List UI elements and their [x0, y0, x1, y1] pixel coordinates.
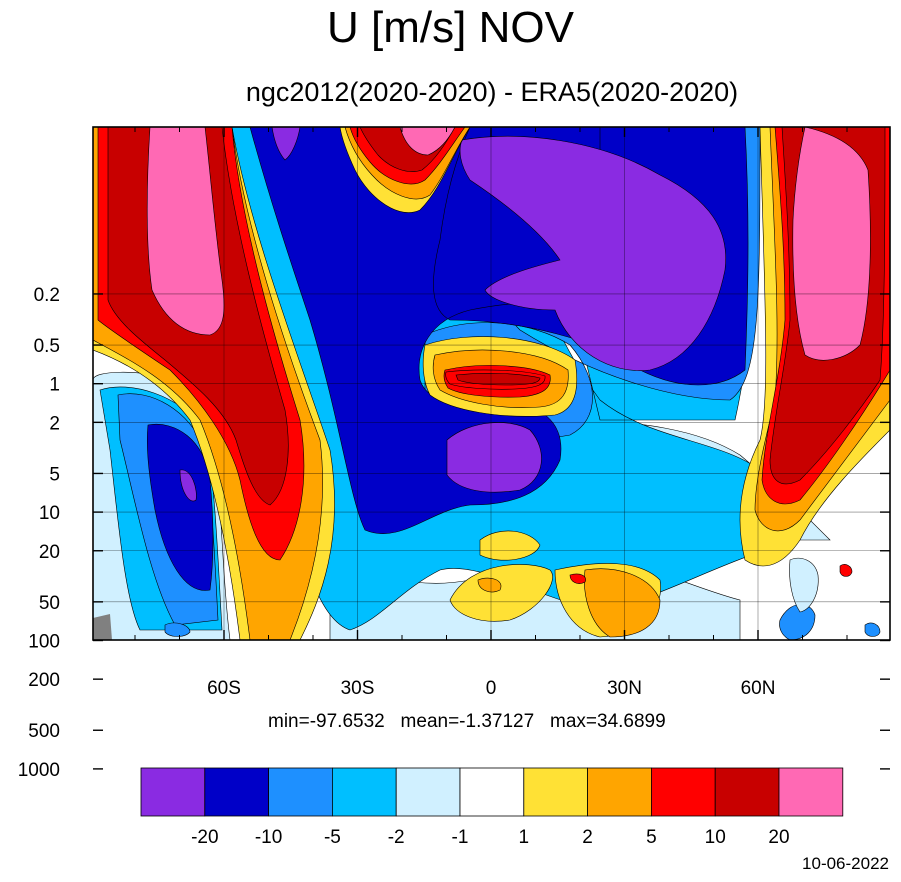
y-tick-label: 200 — [28, 670, 60, 691]
colorbar-swatch — [459, 767, 525, 817]
y-tick-label: 1 — [49, 375, 60, 396]
colorbar-label: 20 — [768, 827, 789, 848]
x-tick-label: 60N — [741, 678, 776, 699]
colorbar-label: 10 — [705, 827, 726, 848]
y-tick-label: 2 — [49, 413, 60, 434]
colorbar-swatch — [268, 767, 333, 817]
colorbar-swatch — [140, 767, 206, 817]
x-tick-label: 30S — [341, 678, 375, 699]
colorbar-swatch — [714, 767, 780, 817]
y-tick-label: 20 — [39, 542, 60, 563]
colorbar-swatch — [778, 767, 844, 817]
colorbar-label: -20 — [191, 827, 218, 848]
contour-fill-pos5 — [97, 127, 890, 561]
chart-title: U [m/s] NOV — [327, 3, 574, 52]
colorbar-label: -10 — [255, 827, 282, 848]
stats-line: min=-97.6532 mean=-1.37127 max=34.6899 — [268, 711, 666, 732]
x-tick-label: 0 — [486, 678, 497, 699]
y-tick-label: 50 — [39, 593, 60, 614]
y-tick-label: 0.5 — [34, 336, 60, 357]
colorbar-label: -5 — [324, 827, 341, 848]
contour-fill-pos20 — [146, 127, 871, 361]
colorbar-swatch — [523, 767, 588, 817]
contour-fill-pos10-eq — [455, 373, 541, 386]
colorbar-label: 5 — [646, 827, 657, 848]
colorbar-swatch — [331, 767, 397, 817]
colorbar-label: 2 — [582, 827, 593, 848]
grid-lines — [93, 127, 890, 640]
colorbar-label: -2 — [388, 827, 405, 848]
contour-fill-neg20 — [179, 127, 727, 502]
colorbar-swatch — [204, 767, 270, 817]
colorbar-swatch — [587, 767, 652, 817]
date-stamp: 10-06-2022 — [802, 854, 889, 873]
y-tick-label: 5 — [49, 464, 60, 485]
y-tick-label: 0.2 — [34, 285, 60, 306]
x-tick-label: 30N — [607, 678, 642, 699]
chart-subtitle: ngc2012(2020-2020) - ERA5(2020-2020) — [245, 77, 739, 107]
colorbar-swatch — [395, 767, 461, 817]
axes: 0.2 0.5 1 2 5 10 20 50 100 200 500 1000 60S 30S 0 30N 60… — [18, 127, 890, 781]
colorbar: -20 -10 -5 -2 -1 1 2 5 10 20 — [140, 767, 844, 848]
colorbar-label: 1 — [519, 827, 530, 848]
colorbar-swatch — [651, 767, 716, 817]
x-tick-label: 60S — [207, 678, 241, 699]
plot-area — [93, 127, 890, 640]
y-tick-label: 100 — [28, 632, 60, 653]
colorbar-label: -1 — [452, 827, 469, 848]
y-tick-label: 10 — [39, 503, 60, 524]
y-tick-label: 1000 — [18, 760, 60, 781]
missing-data-patch — [93, 614, 112, 640]
contour-fill-pos5-sfc — [569, 564, 853, 584]
contour-fill-neg1-sfc — [789, 557, 819, 613]
y-tick-label: 500 — [28, 721, 60, 742]
